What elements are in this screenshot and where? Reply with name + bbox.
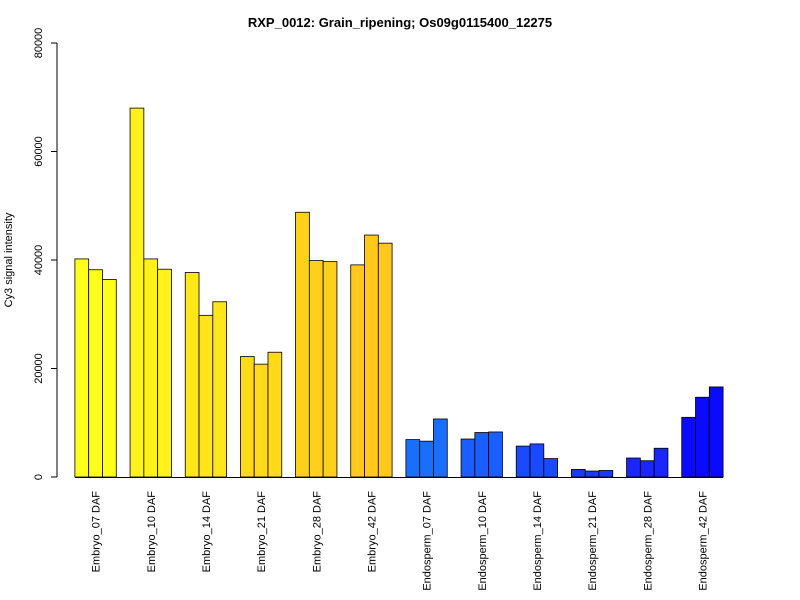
y-tick-label: 40000 [33,245,45,276]
bar [626,457,641,478]
x-category-label: Endosperm_14 DAF [532,491,544,591]
bar [377,242,393,478]
bar [433,418,448,478]
bar [350,264,365,478]
x-category-label: Endosperm_21 DAF [587,491,599,591]
bar [212,301,227,478]
bar [543,458,558,478]
y-tick-label: 0 [33,474,45,480]
bar [639,460,655,478]
chart-title: RXP_0012: Grain_ripening; Os09g0115400_1… [248,15,552,30]
bar [653,447,669,478]
x-category-label: Endosperm_28 DAF [642,491,654,591]
bar [74,258,90,478]
x-category-label: Embryo_14 DAF [201,491,213,573]
bar [239,356,255,478]
bar [129,107,145,478]
bar [267,351,283,478]
bar [143,258,159,478]
bar [695,396,710,478]
x-category-label: Embryo_42 DAF [366,491,378,573]
y-tick-label: 60000 [33,136,45,167]
bar [322,261,338,478]
bar [598,470,614,478]
bar [157,268,172,478]
y-tick-label: 80000 [33,28,45,59]
bar [419,440,434,478]
bar [198,314,214,478]
bar [295,211,310,478]
bar [571,468,586,478]
x-category-label: Endosperm_42 DAF [697,491,709,591]
bar [184,272,200,478]
bar [474,432,490,478]
x-category-label: Embryo_10 DAF [146,491,158,573]
bar [529,443,545,478]
bar [364,234,379,478]
bar [515,445,531,478]
bar [102,279,117,478]
bar [708,386,724,478]
x-axis-labels: Embryo_07 DAF Embryo_10 DAF Embryo_14 DAF E… [91,491,710,591]
bar [308,260,324,478]
bar [681,416,696,478]
x-category-label: Embryo_07 DAF [91,491,103,573]
y-tick-label: 20000 [33,353,45,384]
bar [460,438,476,478]
y-axis-label: Cy3 signal intensity [3,212,15,307]
x-category-label: Endosperm_07 DAF [422,491,434,591]
x-category-label: Endosperm_10 DAF [477,491,489,591]
bar [488,431,503,478]
x-category-label: Embryo_21 DAF [256,491,268,573]
x-category-label: Embryo_28 DAF [311,491,323,573]
bar [253,363,269,478]
bar [405,439,421,478]
bar [88,269,103,478]
y-axis: 0 20000 40000 60000 80000 [33,28,58,480]
bar [584,470,600,478]
bars-group [74,107,724,478]
